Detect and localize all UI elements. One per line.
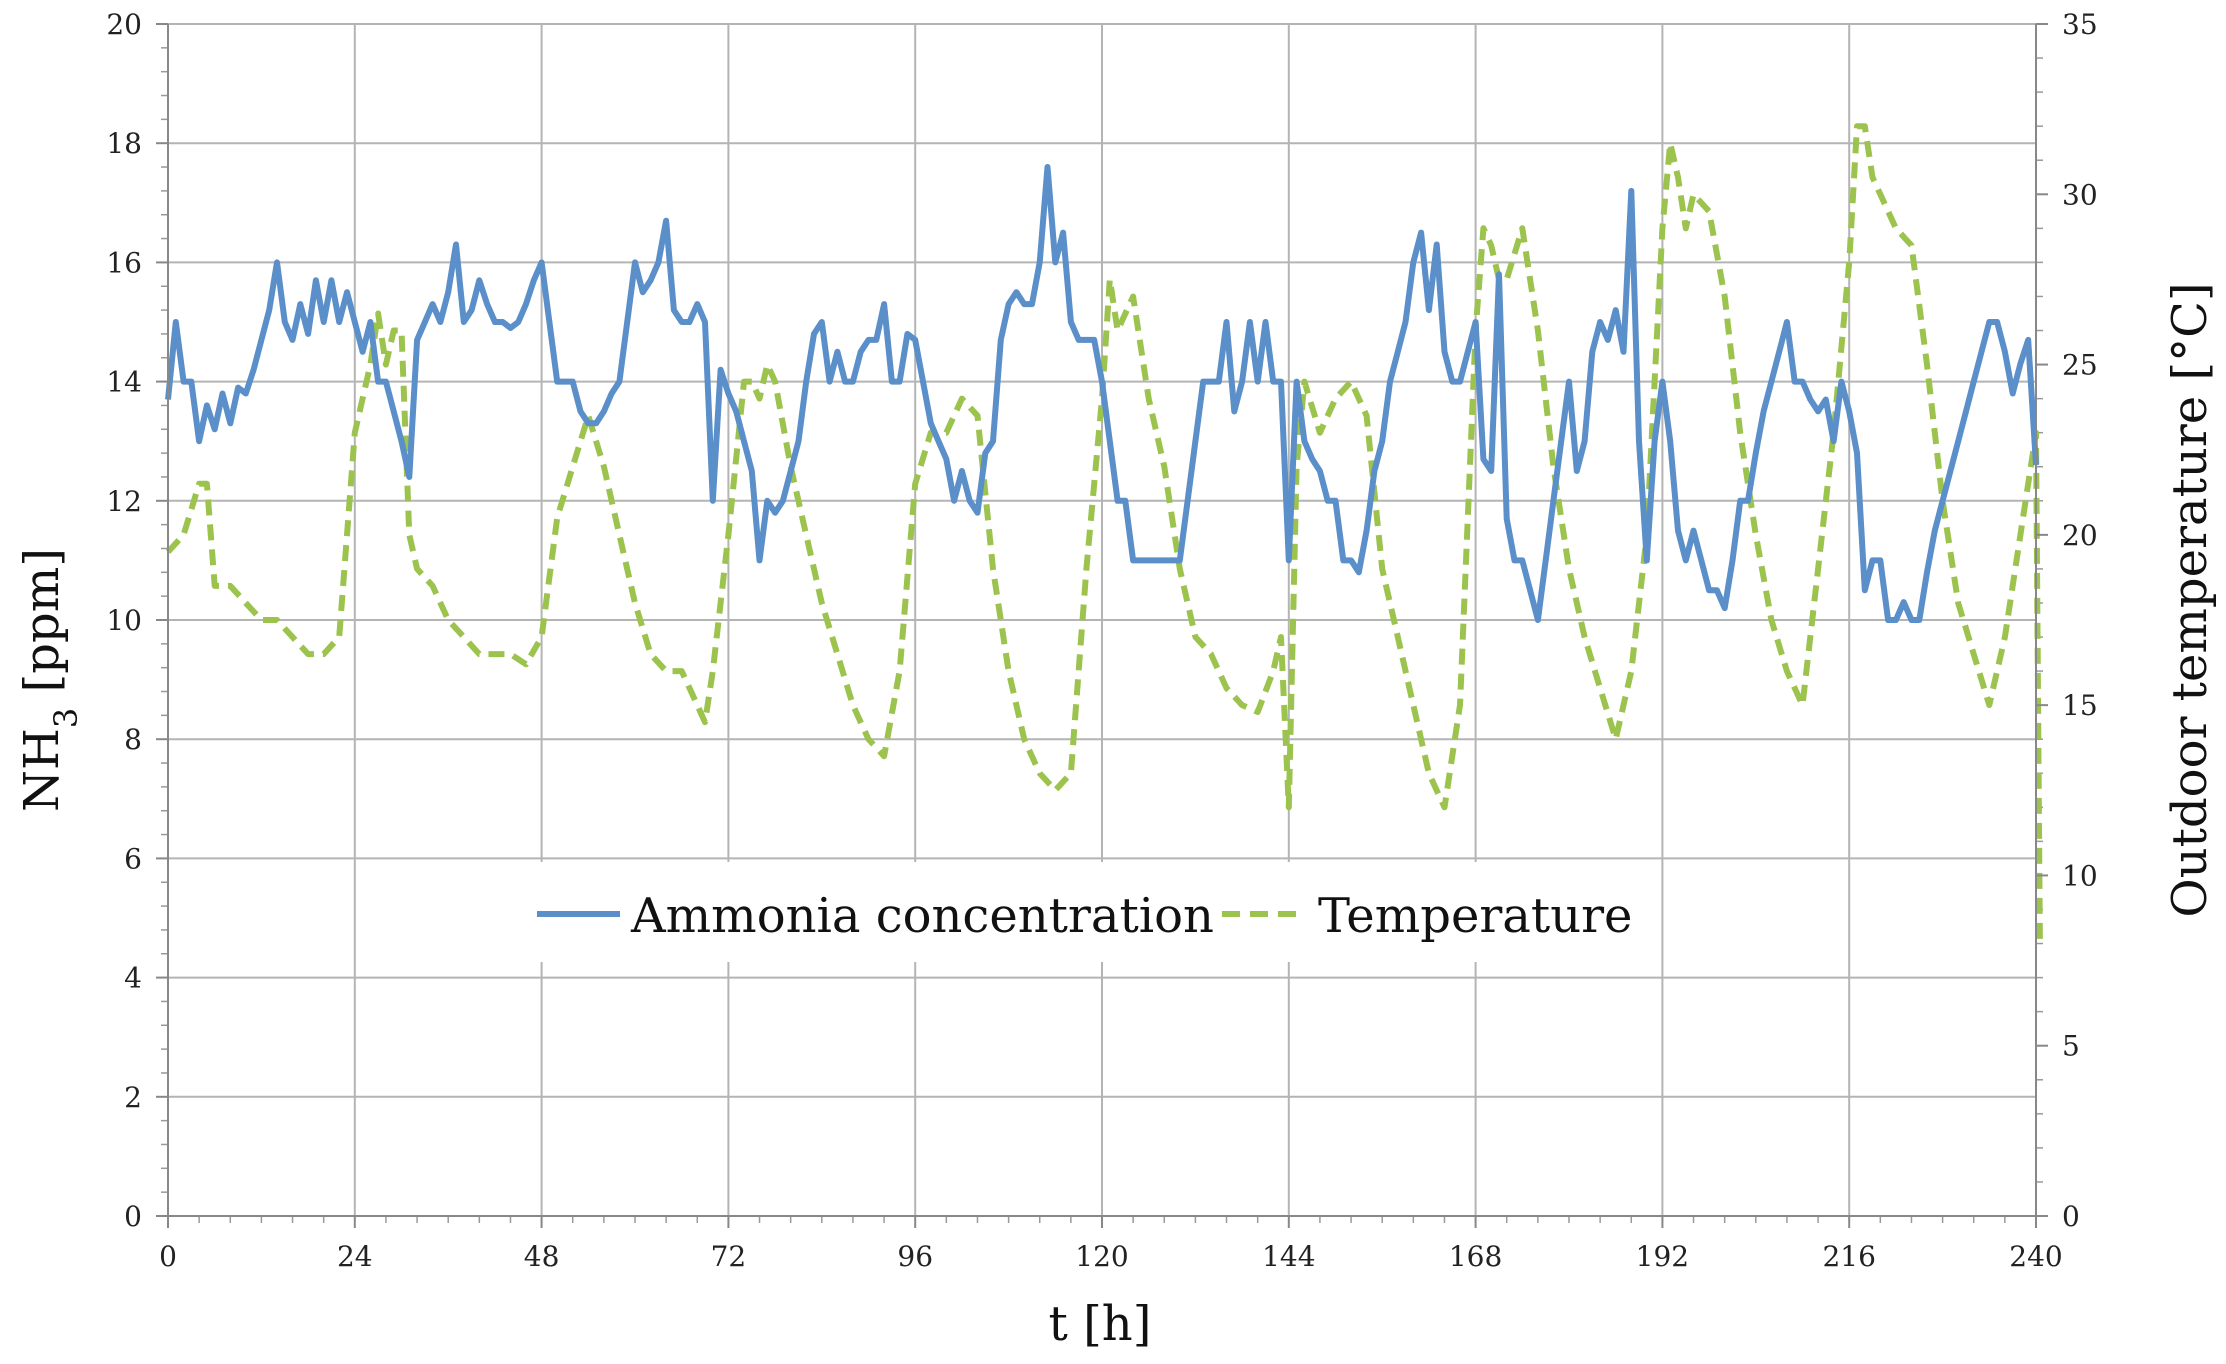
temperature-series-line	[165, 123, 2043, 944]
x-axis-title: t [h]	[1049, 1296, 1152, 1352]
y-tick-label: 2	[124, 1081, 142, 1114]
legend-ammonia-label: Ammonia concentration	[630, 888, 1214, 944]
y-tick-label: 20	[106, 8, 142, 41]
y-tick-label: 0	[124, 1200, 142, 1233]
legend-background	[520, 862, 1630, 962]
x-tick-label: 240	[2009, 1240, 2062, 1273]
y-tick-label: 14	[106, 366, 142, 399]
x-tick-label: 72	[711, 1240, 747, 1273]
y2-tick-label: 35	[2062, 8, 2098, 41]
y2-tick-label: 5	[2062, 1030, 2080, 1063]
x-tick-label: 96	[897, 1240, 933, 1273]
y-axis-title-main: NH	[14, 728, 70, 812]
axes	[156, 23, 2048, 1228]
y-axis-title-unit: [ppm]	[14, 548, 70, 708]
x-tick-label: 48	[524, 1240, 560, 1273]
y-tick-label: 10	[106, 604, 142, 637]
x-tick-label: 216	[1822, 1240, 1875, 1273]
ammonia-series-line	[165, 164, 2039, 623]
y-tick-label: 6	[124, 842, 142, 875]
y2-tick-label: 30	[2062, 178, 2098, 211]
series-layer	[165, 123, 2043, 944]
y-tick-label: 18	[106, 127, 142, 160]
y-tick-label: 12	[106, 485, 142, 518]
y-axis-title: NH3 [ppm]	[14, 548, 85, 812]
y2-tick-label: 0	[2062, 1200, 2080, 1233]
y2-tick-label: 25	[2062, 349, 2098, 382]
y2-axis-title: Outdoor temperature [°C]	[2162, 282, 2218, 917]
legend-temperature-label: Temperature	[1318, 888, 1632, 944]
x-tick-label: 120	[1075, 1240, 1128, 1273]
y-tick-label: 8	[124, 723, 142, 756]
y-axis-title-subscript: 3	[47, 708, 85, 728]
y2-tick-label: 20	[2062, 519, 2098, 552]
gridlines	[168, 23, 2037, 1216]
y-tick-label: 16	[106, 246, 142, 279]
legend: Ammonia concentration Temperature	[520, 862, 1632, 962]
y2-tick-label: 10	[2062, 859, 2098, 892]
x-tick-label: 144	[1262, 1240, 1315, 1273]
x-tick-label: 168	[1449, 1240, 1502, 1273]
y-tick-label: 4	[124, 962, 142, 995]
x-tick-label: 192	[1636, 1240, 1689, 1273]
x-tick-label: 0	[159, 1240, 177, 1273]
x-tick-label: 24	[337, 1240, 373, 1273]
y2-tick-label: 15	[2062, 689, 2098, 722]
